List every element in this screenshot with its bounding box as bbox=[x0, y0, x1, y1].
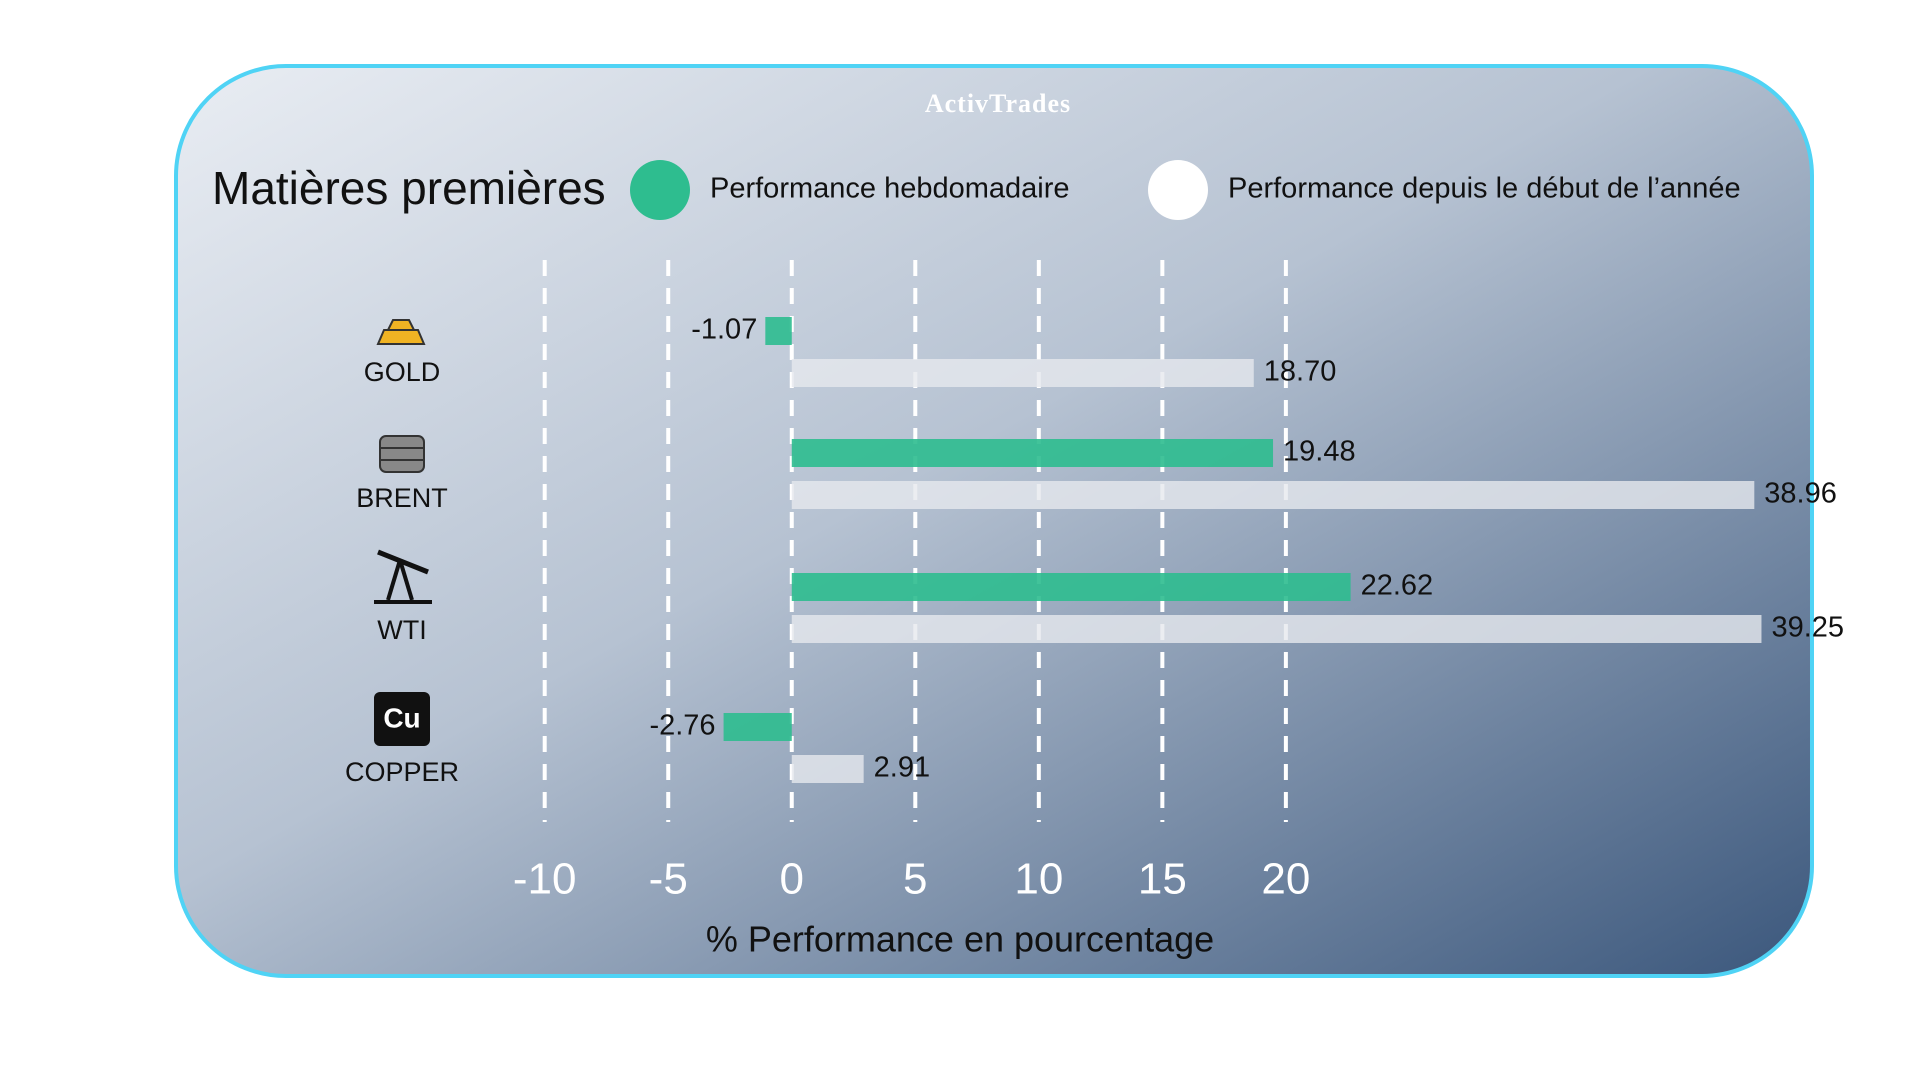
x-tick-label: 10 bbox=[1014, 855, 1063, 904]
x-tick-label: 0 bbox=[780, 855, 804, 904]
brent-icon bbox=[379, 435, 425, 473]
card bbox=[174, 64, 1814, 978]
category-label: BRENT bbox=[356, 483, 448, 513]
x-axis-label: % Performance en pourcentage bbox=[706, 919, 1214, 960]
legend: Performance hebdomadaire Performance depu… bbox=[630, 160, 1741, 220]
bar bbox=[765, 317, 792, 345]
category-label: WTI bbox=[377, 615, 426, 645]
legend-marker bbox=[1148, 160, 1208, 220]
bar bbox=[791, 439, 1274, 467]
svg-text:Cu: Cu bbox=[383, 702, 420, 733]
bar bbox=[791, 359, 1254, 387]
brand-logo: ActivTrades bbox=[925, 89, 1071, 118]
x-tick-label: 5 bbox=[903, 855, 927, 904]
bar bbox=[791, 615, 1762, 643]
value-label: 22.62 bbox=[1361, 570, 1434, 602]
value-label: -1.07 bbox=[691, 314, 757, 346]
gold-icon bbox=[376, 319, 426, 345]
value-label: 18.70 bbox=[1264, 356, 1337, 388]
value-label: 19.48 bbox=[1283, 436, 1356, 468]
legend-label: Performance depuis le début de l’année bbox=[1228, 173, 1741, 205]
wti-icon bbox=[374, 549, 432, 604]
legend-label: Performance hebdomadaire bbox=[710, 173, 1069, 205]
chart-title: Matières premières bbox=[212, 162, 606, 214]
x-tick-label: -10 bbox=[513, 855, 577, 904]
x-tick-label: -5 bbox=[649, 855, 688, 904]
icons: Cu bbox=[374, 319, 432, 746]
value-label: 39.25 bbox=[1771, 612, 1844, 644]
category-label: COPPER bbox=[345, 757, 459, 787]
category-label: GOLD bbox=[364, 357, 441, 387]
plot: -10 -5 0 5 10 15 20 % Performance en pourcentag… bbox=[345, 260, 1844, 960]
bar bbox=[791, 481, 1755, 509]
value-label: 38.96 bbox=[1764, 478, 1837, 510]
legend-marker bbox=[630, 160, 690, 220]
bar bbox=[791, 755, 864, 783]
copper-icon: Cu bbox=[374, 692, 430, 746]
bar bbox=[723, 713, 792, 741]
value-label: 2.91 bbox=[874, 752, 930, 784]
value-label: -2.76 bbox=[649, 710, 715, 742]
x-tick-label: 20 bbox=[1261, 855, 1310, 904]
x-tick-label: 15 bbox=[1138, 855, 1187, 904]
bar bbox=[791, 573, 1351, 601]
